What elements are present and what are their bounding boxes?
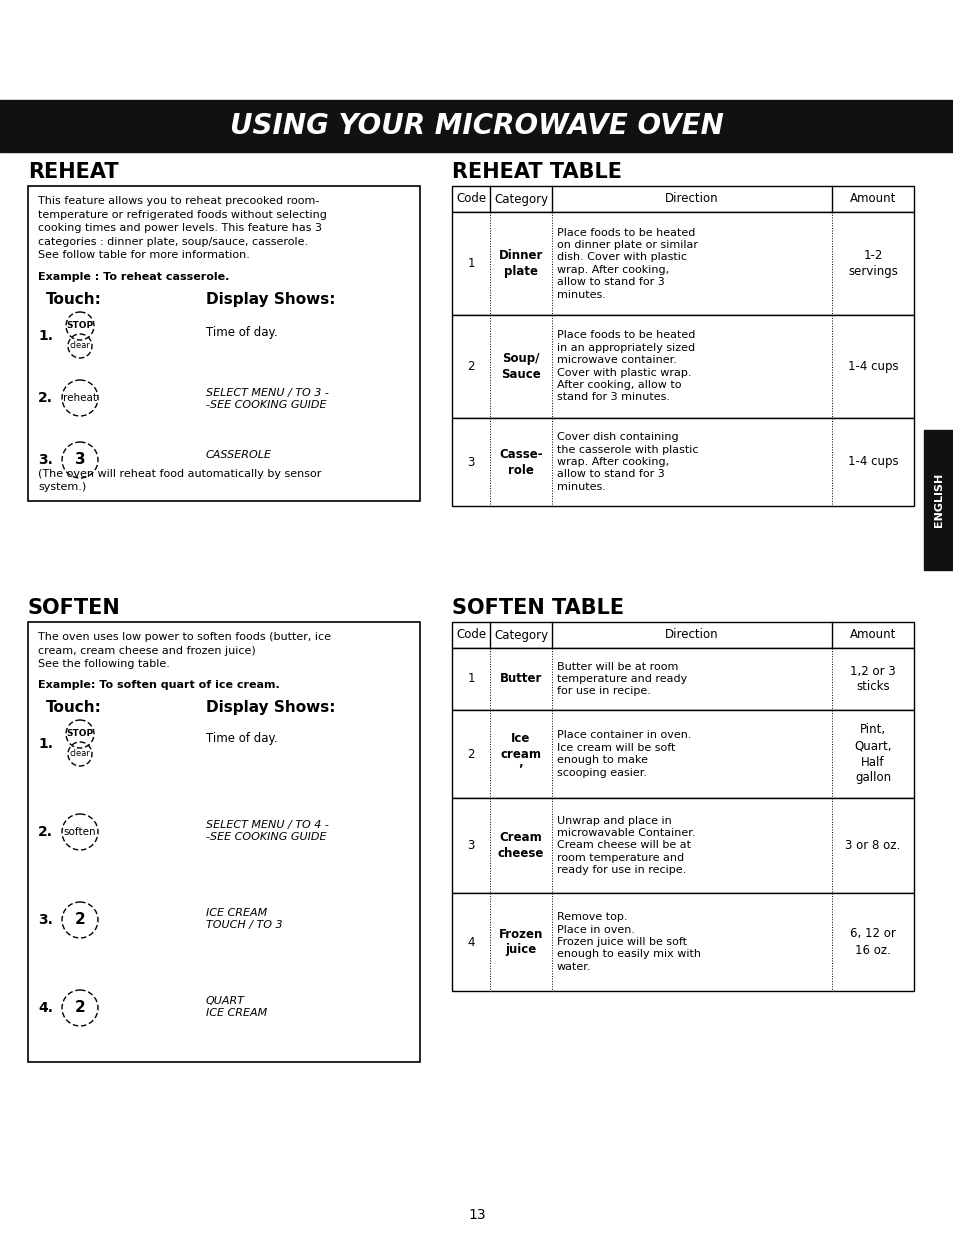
- Text: Unwrap and place in
microwavable Container.
Cream cheese will be at
room tempera: Unwrap and place in microwavable Contain…: [557, 815, 695, 875]
- Bar: [923, 430, 953, 570]
- Text: REHEAT TABLE: REHEAT TABLE: [452, 162, 621, 182]
- Text: 4.: 4.: [38, 1001, 53, 1015]
- Text: STOP: STOP: [67, 321, 93, 331]
- Text: (The oven will reheat food automatically by sensor
system.): (The oven will reheat food automatically…: [38, 470, 321, 492]
- Text: Display Shows:: Display Shows:: [206, 700, 335, 715]
- Bar: [28, 622, 419, 1062]
- Bar: [452, 186, 913, 212]
- Text: Frozen
juice: Frozen juice: [498, 928, 542, 957]
- Text: REHEAT: REHEAT: [28, 162, 118, 182]
- Text: 3 or 8 oz.: 3 or 8 oz.: [844, 839, 900, 852]
- Text: SELECT MENU / TO 4 -
-SEE COOKING GUIDE: SELECT MENU / TO 4 - -SEE COOKING GUIDE: [206, 820, 329, 843]
- Text: SOFTEN TABLE: SOFTEN TABLE: [452, 598, 623, 618]
- Text: QUART
ICE CREAM: QUART ICE CREAM: [206, 996, 267, 1018]
- Bar: [452, 798, 913, 893]
- Text: 1-4 cups: 1-4 cups: [847, 456, 898, 468]
- Text: clear: clear: [70, 750, 91, 758]
- Text: Dinner
plate: Dinner plate: [498, 249, 542, 278]
- Text: 2: 2: [467, 361, 475, 373]
- Text: Category: Category: [494, 628, 547, 642]
- Text: Butter: Butter: [499, 673, 541, 685]
- Text: Pint,
Quart,
Half
gallon: Pint, Quart, Half gallon: [853, 724, 891, 784]
- Text: SOFTEN: SOFTEN: [28, 598, 121, 618]
- Text: 13: 13: [468, 1208, 485, 1222]
- Text: USING YOUR MICROWAVE OVEN: USING YOUR MICROWAVE OVEN: [230, 112, 723, 140]
- Text: Amount: Amount: [849, 192, 895, 206]
- Text: Direction: Direction: [664, 192, 718, 206]
- Bar: [452, 418, 913, 506]
- Bar: [452, 710, 913, 798]
- Text: 1,2 or 3
sticks: 1,2 or 3 sticks: [849, 664, 895, 694]
- Text: Cover dish containing
the casserole with plastic
wrap. After cooking,
allow to s: Cover dish containing the casserole with…: [557, 432, 698, 492]
- Text: Remove top.
Place in oven.
Frozen juice will be soft
enough to easily mix with
w: Remove top. Place in oven. Frozen juice …: [557, 912, 700, 971]
- Text: 3: 3: [467, 839, 475, 852]
- Text: Time of day.: Time of day.: [206, 326, 277, 339]
- Text: ENGLISH: ENGLISH: [933, 473, 943, 527]
- Text: Place container in oven.
Ice cream will be soft
enough to make
scooping easier.: Place container in oven. Ice cream will …: [557, 731, 691, 778]
- Text: The oven uses low power to soften foods (butter, ice
cream, cream cheese and fro: The oven uses low power to soften foods …: [38, 632, 331, 669]
- Text: 1-2
servings: 1-2 servings: [847, 249, 897, 278]
- Text: 3: 3: [74, 452, 85, 467]
- Text: Code: Code: [456, 192, 485, 206]
- Text: Place foods to be heated
in an appropriately sized
microwave container.
Cover wi: Place foods to be heated in an appropria…: [557, 331, 695, 403]
- Text: Amount: Amount: [849, 628, 895, 642]
- Text: Place foods to be heated
on dinner plate or similar
dish. Cover with plastic
wra: Place foods to be heated on dinner plate…: [557, 228, 698, 300]
- Text: Display Shows:: Display Shows:: [206, 292, 335, 307]
- Bar: [452, 315, 913, 418]
- Text: Cream
cheese: Cream cheese: [497, 831, 543, 860]
- Bar: [28, 186, 419, 501]
- Text: Direction: Direction: [664, 628, 718, 642]
- Text: Category: Category: [494, 192, 547, 206]
- Text: 3.: 3.: [38, 913, 52, 927]
- Text: Example : To reheat casserole.: Example : To reheat casserole.: [38, 273, 229, 282]
- Text: 2: 2: [74, 912, 85, 928]
- Text: SELECT MENU / TO 3 -
-SEE COOKING GUIDE: SELECT MENU / TO 3 - -SEE COOKING GUIDE: [206, 388, 329, 410]
- Text: 2.: 2.: [38, 825, 53, 839]
- Text: Time of day.: Time of day.: [206, 732, 277, 745]
- Text: Example: To soften quart of ice cream.: Example: To soften quart of ice cream.: [38, 680, 279, 690]
- Text: 1-4 cups: 1-4 cups: [847, 361, 898, 373]
- Text: Soup/
Sauce: Soup/ Sauce: [500, 352, 540, 382]
- Text: Code: Code: [456, 628, 485, 642]
- Text: This feature allows you to reheat precooked room-
temperature or refrigerated fo: This feature allows you to reheat precoo…: [38, 196, 327, 260]
- Text: 6, 12 or
16 oz.: 6, 12 or 16 oz.: [849, 928, 895, 957]
- Bar: [452, 648, 913, 710]
- Bar: [452, 212, 913, 315]
- Text: 2: 2: [74, 1001, 85, 1016]
- Text: 1: 1: [467, 256, 475, 270]
- Text: STOP: STOP: [67, 730, 93, 738]
- Text: Butter will be at room
temperature and ready
for use in recipe.: Butter will be at room temperature and r…: [557, 662, 686, 696]
- Text: 1.: 1.: [38, 330, 53, 343]
- Text: 1: 1: [467, 673, 475, 685]
- Text: Touch:: Touch:: [46, 292, 102, 307]
- Text: 1.: 1.: [38, 737, 53, 751]
- Text: Casse-
role: Casse- role: [498, 447, 542, 477]
- Text: clear: clear: [70, 342, 91, 351]
- Text: 2.: 2.: [38, 392, 53, 405]
- Text: Touch:: Touch:: [46, 700, 102, 715]
- Text: Ice
cream
’: Ice cream ’: [500, 731, 541, 777]
- Text: 3.: 3.: [38, 453, 52, 467]
- Text: ICE CREAM
TOUCH / TO 3: ICE CREAM TOUCH / TO 3: [206, 908, 282, 930]
- Text: 4: 4: [467, 935, 475, 949]
- Bar: [452, 893, 913, 991]
- Text: CASSEROLE: CASSEROLE: [206, 450, 272, 460]
- Text: reheat: reheat: [63, 393, 97, 403]
- Bar: [452, 622, 913, 648]
- Text: soften: soften: [64, 826, 96, 838]
- Bar: [0, 100, 953, 152]
- Text: 3: 3: [467, 456, 475, 468]
- Text: 2: 2: [467, 747, 475, 761]
